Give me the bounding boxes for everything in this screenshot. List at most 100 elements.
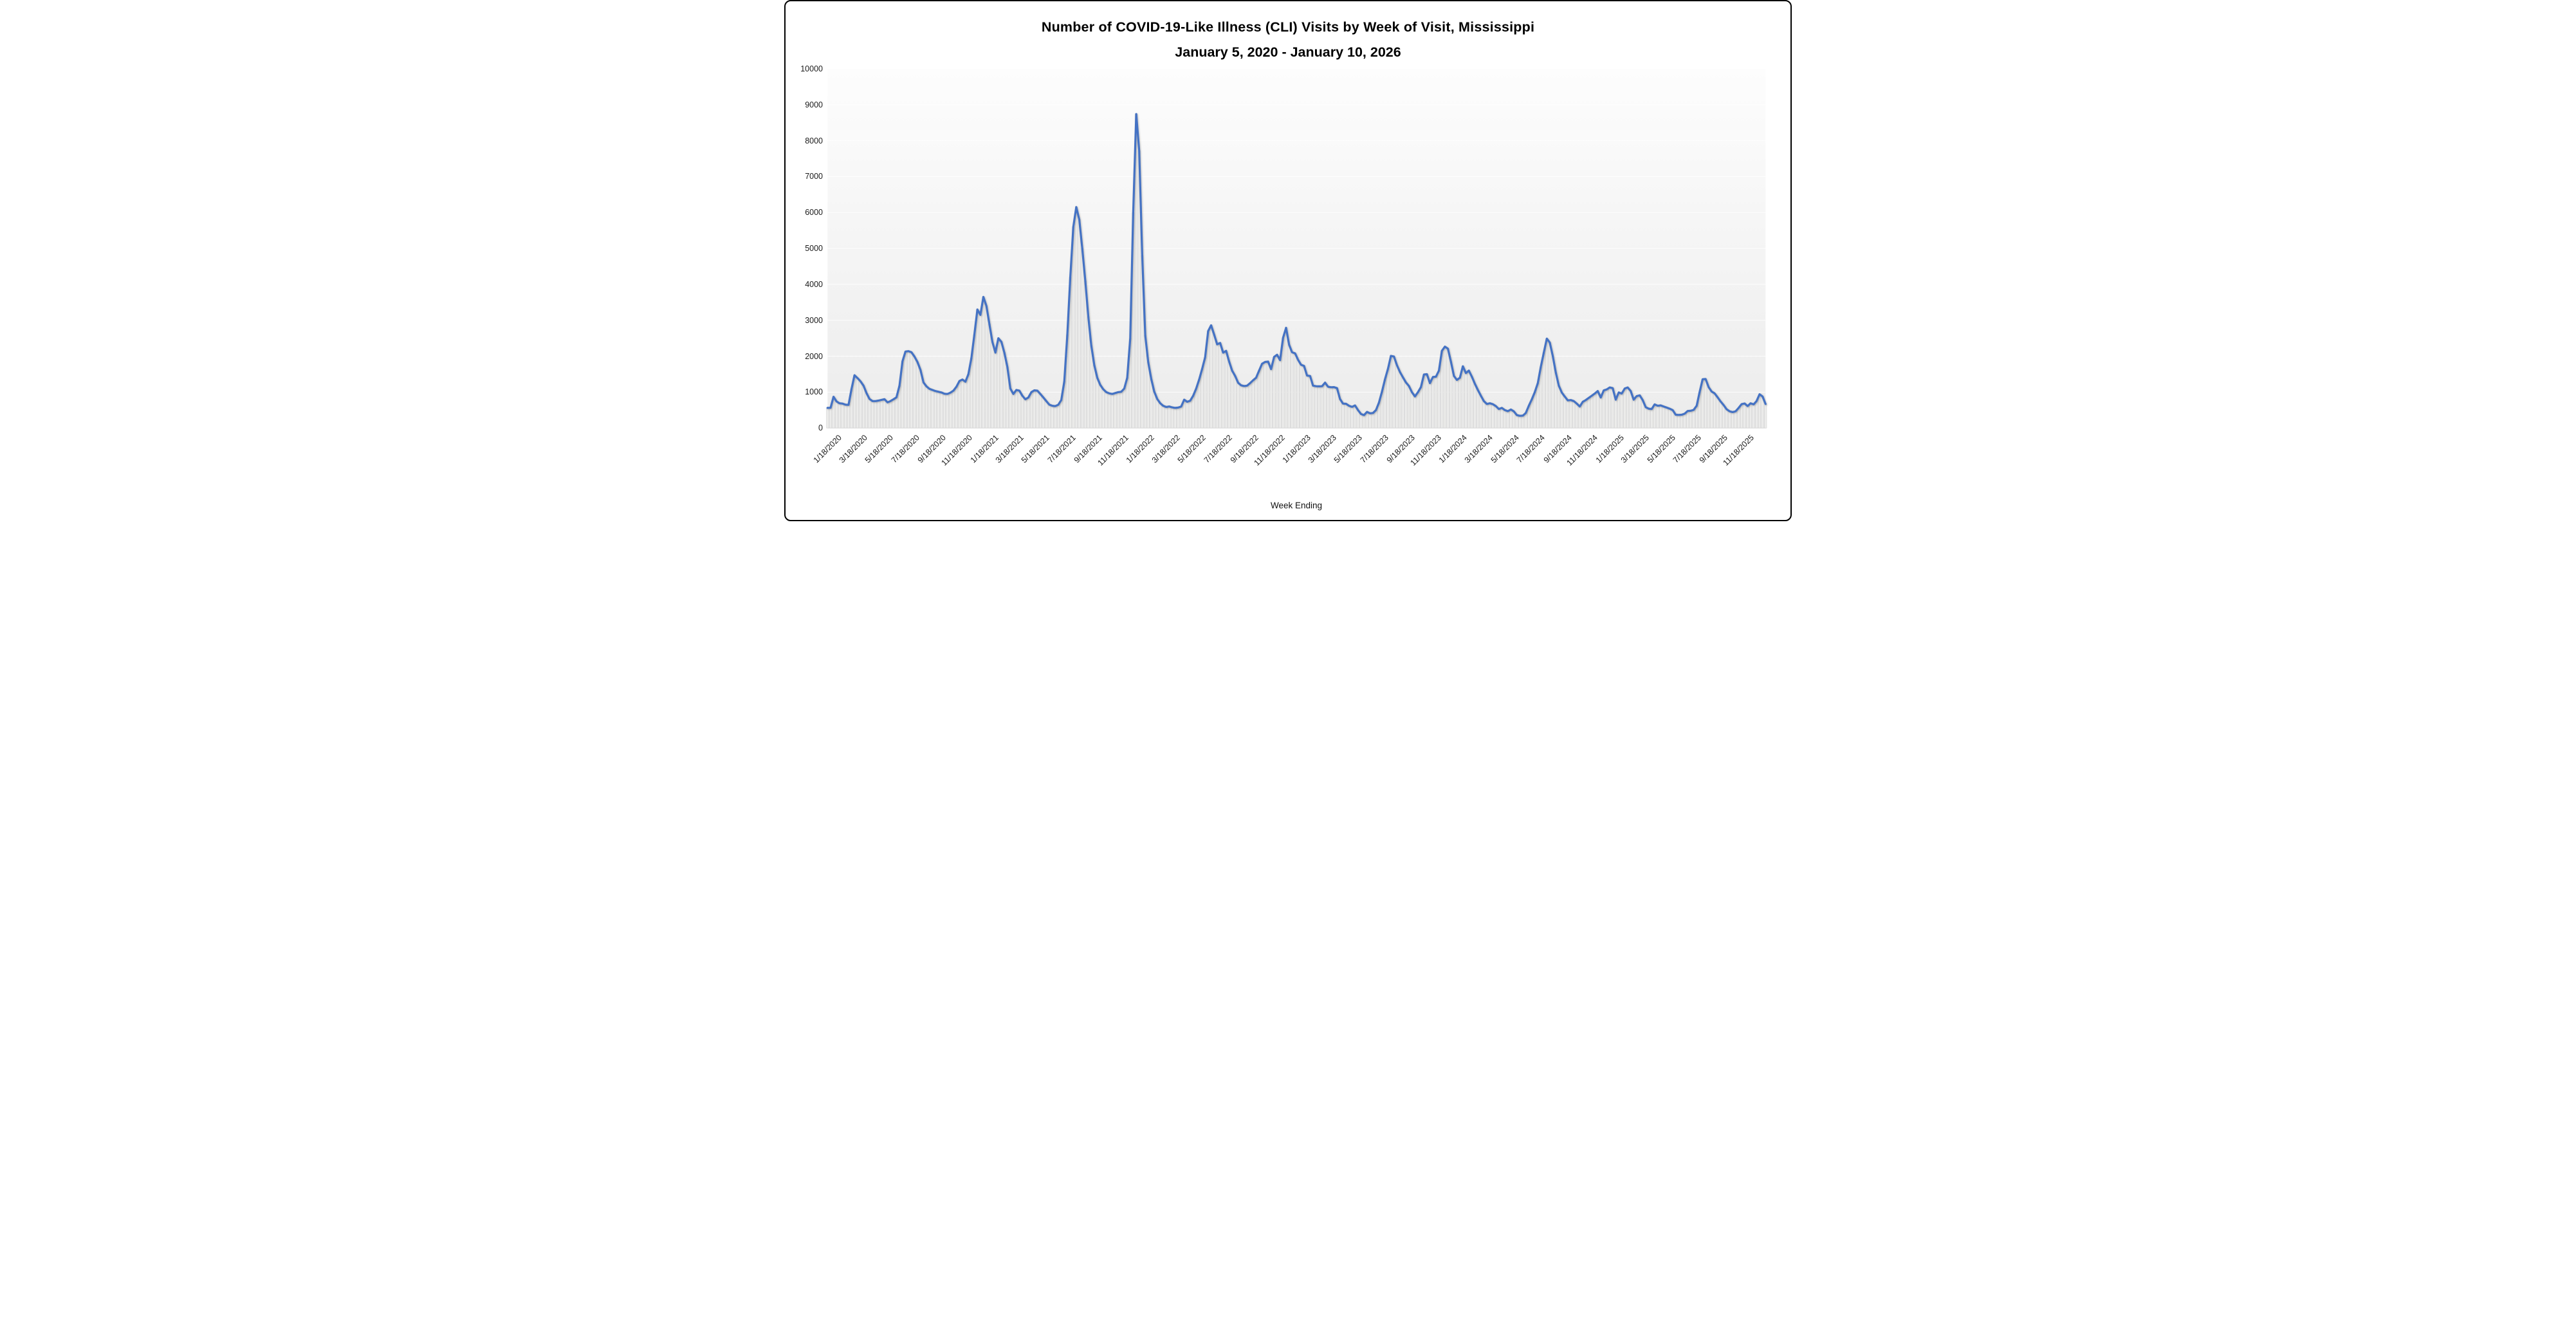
- week-bar: [880, 400, 883, 429]
- week-bar: [1110, 393, 1114, 429]
- week-bar: [1668, 408, 1671, 429]
- week-bar: [1078, 219, 1081, 429]
- week-bar: [1237, 382, 1240, 429]
- week-bar: [1725, 409, 1728, 429]
- week-bar: [1293, 353, 1296, 429]
- week-bar: [844, 404, 847, 429]
- week-bar: [1003, 352, 1006, 429]
- week-bar: [1191, 395, 1195, 429]
- y-axis-tick-label: 5000: [805, 244, 823, 254]
- week-bar: [1329, 387, 1332, 429]
- week-bar: [976, 309, 979, 429]
- week-bar: [1224, 350, 1228, 429]
- week-bar: [1309, 375, 1312, 429]
- week-bar: [1269, 369, 1273, 429]
- week-bar: [1746, 405, 1749, 429]
- week-bar: [895, 397, 898, 429]
- week-bar: [1054, 405, 1057, 429]
- week-bar: [1074, 207, 1078, 429]
- week-bar: [922, 382, 925, 429]
- week-bar: [1461, 365, 1464, 429]
- y-axis-tick-label: 6000: [805, 208, 823, 217]
- week-bar: [1422, 374, 1426, 429]
- week-bar: [1504, 409, 1507, 429]
- week-bar: [1590, 395, 1594, 429]
- y-axis-tick-label: 1000: [805, 387, 823, 397]
- week-bar: [1009, 388, 1012, 429]
- week-bar: [1018, 390, 1021, 429]
- week-bar: [1057, 404, 1060, 429]
- week-bar: [1522, 415, 1524, 429]
- week-bar: [994, 352, 997, 429]
- week-bar: [1345, 403, 1348, 429]
- week-bar: [1354, 405, 1357, 429]
- y-axis-tick-label: 2000: [805, 351, 823, 361]
- week-bar: [1680, 414, 1683, 429]
- week-bar: [1188, 400, 1191, 429]
- week-bar: [1524, 412, 1527, 429]
- week-bar: [1743, 403, 1746, 429]
- week-bar: [862, 385, 865, 429]
- week-bar: [1635, 396, 1638, 429]
- week-bar: [829, 407, 832, 429]
- week-bar: [1210, 325, 1213, 429]
- week-bar: [1264, 362, 1267, 429]
- week-bar: [1467, 370, 1471, 429]
- cli-visits-line: [826, 113, 1767, 417]
- week-bar: [1644, 407, 1647, 429]
- week-bar: [1584, 400, 1587, 429]
- week-bar: [1267, 361, 1270, 429]
- week-bar: [958, 380, 961, 429]
- plot-area: [826, 68, 1767, 429]
- week-bar: [1677, 414, 1680, 429]
- week-bar: [1554, 372, 1558, 429]
- week-bar: [919, 369, 922, 429]
- week-bar: [1560, 392, 1563, 429]
- week-bar: [1072, 227, 1075, 429]
- week-bar: [1356, 409, 1359, 429]
- week-bar: [1123, 388, 1126, 429]
- week-bar: [940, 392, 943, 429]
- week-bar: [1464, 373, 1467, 429]
- week-bar: [1114, 393, 1117, 429]
- week-bar: [1605, 389, 1608, 429]
- week-bar: [1117, 392, 1120, 429]
- week-bar: [1027, 397, 1030, 429]
- week-bar: [1278, 360, 1282, 429]
- week-bar: [1581, 402, 1585, 429]
- week-bar: [1500, 407, 1504, 429]
- week-bar: [1545, 338, 1549, 429]
- week-bar: [1509, 409, 1513, 429]
- week-bar: [1368, 413, 1372, 429]
- week-bar: [1242, 385, 1246, 429]
- week-bar: [1716, 397, 1719, 429]
- week-bar: [1101, 389, 1105, 429]
- week-bar: [1506, 411, 1509, 429]
- week-bar: [1051, 405, 1054, 429]
- week-bar: [1219, 342, 1222, 429]
- week-bar: [1425, 374, 1428, 429]
- week-bar: [1392, 356, 1395, 429]
- week-bar: [1048, 404, 1051, 429]
- week-bar: [1497, 409, 1500, 429]
- week-bar: [1719, 401, 1722, 429]
- week-bar: [1039, 393, 1042, 429]
- week-bar: [1365, 411, 1368, 429]
- week-bar: [1119, 391, 1123, 429]
- week-bar: [1179, 406, 1182, 429]
- week-bar: [1431, 376, 1435, 429]
- week-bar: [1408, 385, 1410, 429]
- chart-subtitle: January 5, 2020 - January 10, 2026: [1175, 44, 1401, 60]
- week-bar: [1599, 397, 1603, 429]
- week-bar: [1363, 414, 1366, 429]
- week-bar: [1557, 385, 1560, 429]
- week-bar: [1647, 408, 1650, 429]
- week-bar: [952, 390, 955, 429]
- week-bar: [838, 403, 841, 429]
- week-bar: [1260, 363, 1264, 429]
- week-bar: [826, 407, 829, 429]
- week-bar: [1659, 405, 1662, 429]
- week-bar: [1653, 404, 1656, 429]
- week-bar: [1566, 400, 1569, 429]
- week-bar: [868, 398, 871, 429]
